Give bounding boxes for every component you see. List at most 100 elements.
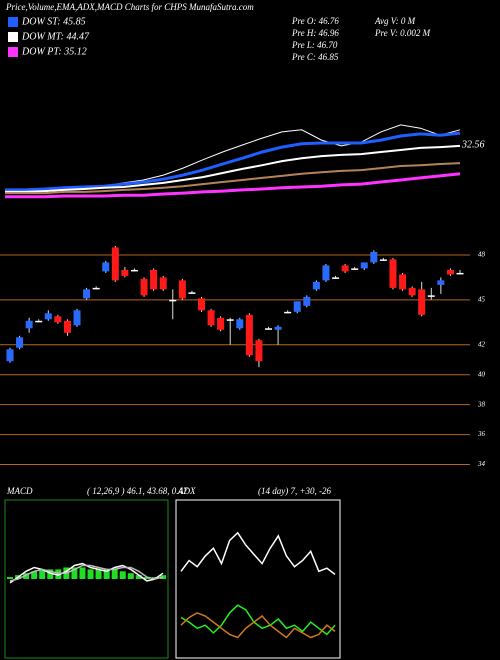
- candle-body: [16, 337, 24, 348]
- panel-subtitle: ( 12,26,9 ) 46.1, 43.68, 0.47: [87, 486, 188, 496]
- page-title: Price,Volume,EMA,ADX,MACD Charts for CHP…: [5, 2, 254, 12]
- candle-body: [54, 316, 62, 323]
- candle-body: [303, 296, 311, 306]
- histogram-bar: [95, 569, 102, 579]
- quote-text: Avg V: 0 M: [374, 16, 416, 26]
- panel-title: MACD: [6, 486, 33, 496]
- histogram-bar: [143, 577, 150, 579]
- panel: [175, 499, 341, 659]
- candle-body: [446, 269, 454, 275]
- indicator-line: [180, 612, 336, 639]
- y-tick-label: 48: [478, 251, 486, 259]
- candle-body: [102, 262, 110, 272]
- legend-label: DOW ST: 45.85: [21, 16, 86, 27]
- candle-body: [188, 292, 196, 294]
- ema-line: [5, 162, 461, 195]
- candle-body: [44, 313, 52, 320]
- candle-body: [437, 280, 445, 285]
- y-tick-label: 42: [478, 340, 486, 348]
- legend-label: DOW PT: 35.12: [21, 46, 87, 57]
- candle-body: [25, 320, 33, 329]
- histogram-bar: [7, 577, 13, 579]
- y-tick-label: 36: [477, 430, 486, 438]
- y-tick-label: 40: [478, 370, 486, 378]
- candle-body: [35, 320, 43, 323]
- histogram-bar: [111, 569, 118, 579]
- candle-body: [63, 320, 71, 333]
- annotation: 32.56: [461, 139, 485, 150]
- y-tick-label: 45: [478, 295, 486, 303]
- candle-body: [389, 259, 397, 288]
- candle-body: [92, 287, 100, 290]
- ema-line: [5, 172, 461, 199]
- candle-body: [130, 269, 138, 272]
- quote-text: Pre V: 0.002 M: [374, 28, 431, 38]
- panel-subtitle: (14 day) 7, +30, -26: [258, 486, 332, 496]
- candle-body: [73, 310, 81, 326]
- candle-body: [322, 265, 330, 281]
- candle-body: [456, 272, 464, 275]
- histogram-bar: [135, 575, 142, 579]
- candle-body: [284, 311, 292, 314]
- candle-body: [150, 269, 158, 290]
- candle-body: [226, 319, 234, 321]
- candle-body: [159, 277, 167, 290]
- ema-line: [5, 144, 461, 193]
- candle-body: [207, 310, 215, 326]
- y-tick-label: 34: [477, 460, 486, 468]
- histogram-bar: [160, 575, 166, 579]
- legend-swatch: [8, 32, 18, 42]
- quote-text: Pre H: 46.96: [291, 28, 339, 38]
- indicator-line: [9, 564, 164, 582]
- histogram-bar: [119, 571, 126, 579]
- histogram-bar: [71, 567, 78, 579]
- histogram-bar: [31, 571, 38, 579]
- histogram-bar: [127, 573, 134, 579]
- indicator-line: [180, 604, 336, 636]
- candle-body: [408, 287, 416, 296]
- candle-body: [399, 274, 407, 290]
- candle-body: [6, 349, 14, 362]
- candle-body: [341, 265, 349, 272]
- histogram-bar: [103, 569, 110, 579]
- candle-body: [217, 317, 225, 330]
- quote-text: Pre C: 46.85: [291, 52, 339, 62]
- histogram-bar: [79, 567, 86, 579]
- quote-text: Pre O: 46.76: [291, 16, 339, 26]
- ema-line: [5, 131, 461, 192]
- candle-body: [351, 268, 359, 270]
- candle-body: [360, 262, 368, 269]
- legend-swatch: [8, 17, 18, 27]
- candle-body: [121, 269, 129, 276]
- candle-body: [274, 326, 282, 330]
- legend-label: DOW MT: 44.47: [21, 31, 90, 42]
- legend-swatch: [8, 47, 18, 57]
- candle-body: [370, 251, 378, 263]
- candle-body: [265, 328, 273, 330]
- histogram-bar: [151, 577, 158, 579]
- candle-body: [236, 319, 244, 329]
- candle-body: [379, 259, 387, 261]
- candle-body: [293, 301, 301, 312]
- candle-body: [178, 280, 186, 299]
- candle-body: [255, 340, 263, 362]
- candle-body: [197, 298, 205, 311]
- histogram-bar: [87, 569, 94, 579]
- histogram-bar: [39, 569, 46, 579]
- candle-body: [312, 281, 320, 290]
- histogram-bar: [47, 569, 54, 579]
- panel-title: ADX: [177, 486, 196, 496]
- candle-body: [332, 277, 340, 279]
- indicator-line: [180, 531, 336, 575]
- candle-body: [418, 289, 426, 315]
- quote-text: Pre L: 46.70: [291, 40, 338, 50]
- candle-body: [111, 247, 119, 281]
- candle-body: [427, 295, 435, 297]
- candle-body: [83, 289, 91, 299]
- candle-body: [169, 299, 177, 302]
- candle-body: [140, 278, 148, 296]
- y-tick-label: 38: [477, 400, 486, 408]
- histogram-bar: [55, 569, 62, 579]
